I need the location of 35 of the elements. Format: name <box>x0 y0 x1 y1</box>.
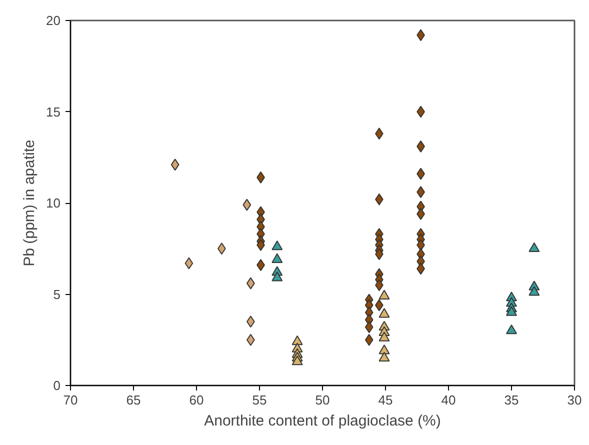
point <box>292 356 303 366</box>
point <box>378 344 390 354</box>
point <box>272 253 283 263</box>
point <box>506 306 517 316</box>
point <box>378 290 390 300</box>
x-tick-label: 65 <box>126 392 141 408</box>
point <box>378 308 390 318</box>
y-tick-label: 10 <box>46 196 61 210</box>
y-tick-label: 0 <box>53 378 61 393</box>
point <box>506 324 517 334</box>
point <box>378 332 390 342</box>
point <box>242 198 252 211</box>
point <box>292 335 303 346</box>
x-tick-label: 55 <box>252 392 267 408</box>
y-tick-label: 20 <box>46 13 61 28</box>
point <box>272 240 283 250</box>
y-tick-label: 15 <box>46 104 61 120</box>
y-tick-label: 5 <box>53 286 61 302</box>
x-tick-label: 35 <box>504 392 519 408</box>
point <box>272 272 283 282</box>
point <box>364 334 374 346</box>
x-tick-label: 60 <box>189 392 204 408</box>
point <box>364 321 374 334</box>
y-axis-title: Pb (ppm) in apatite <box>21 140 38 266</box>
point <box>378 352 390 362</box>
x-tick-label: 50 <box>315 392 330 408</box>
x-tick-label: 30 <box>567 392 582 408</box>
point <box>184 257 194 270</box>
point <box>528 286 540 296</box>
x-axis-title: Anorthite content of plagioclase (%) <box>204 412 441 430</box>
x-tick-label: 45 <box>378 392 393 408</box>
point <box>528 242 540 252</box>
x-tick-label: 40 <box>441 392 456 408</box>
point <box>170 158 180 171</box>
x-tick-label: 70 <box>63 392 78 408</box>
